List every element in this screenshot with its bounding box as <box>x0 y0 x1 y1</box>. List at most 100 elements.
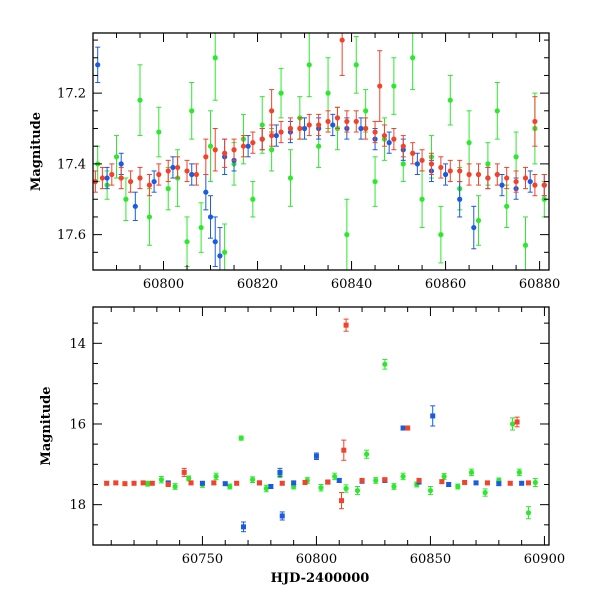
data-point <box>184 216 190 267</box>
data-point <box>381 124 388 147</box>
data-point <box>391 128 397 151</box>
data-point <box>277 467 283 477</box>
data-point <box>400 135 406 158</box>
x-tick-label: 60850 <box>410 552 451 567</box>
data-point <box>507 480 513 486</box>
data-point <box>212 216 218 267</box>
y-axis-label: Magnitude <box>29 112 44 191</box>
x-tick-label: 60820 <box>237 277 278 292</box>
data-point <box>287 149 294 207</box>
data-point <box>301 117 308 140</box>
data-point <box>447 74 453 126</box>
data-point <box>496 481 502 487</box>
data-point <box>245 135 251 158</box>
data-point <box>475 163 482 186</box>
data-point <box>525 480 531 486</box>
data-point <box>377 50 383 122</box>
y-tick-label: 18 <box>69 498 86 513</box>
data-point <box>151 170 157 193</box>
data-point <box>156 106 162 158</box>
data-point <box>250 131 256 154</box>
data-point <box>419 170 425 229</box>
data-point <box>341 439 347 461</box>
data-point <box>203 138 209 175</box>
x-tick-label: 60840 <box>331 277 372 292</box>
data-point <box>364 449 370 459</box>
data-point <box>430 405 436 427</box>
data-point <box>250 476 256 483</box>
data-point <box>137 64 143 137</box>
data-point <box>128 170 134 193</box>
series-green <box>145 358 538 520</box>
data-point <box>146 173 153 197</box>
data-point <box>238 435 244 441</box>
data-point <box>165 159 171 183</box>
data-point <box>339 492 345 510</box>
x-tick-label: 60750 <box>182 552 223 567</box>
data-point <box>382 477 388 483</box>
data-point <box>336 477 342 483</box>
data-point <box>485 166 491 190</box>
x-axis-label: HJD-2400000 <box>271 571 370 586</box>
data-point <box>278 120 284 144</box>
series-blue <box>95 46 547 270</box>
data-point <box>95 46 101 84</box>
data-point <box>339 33 345 76</box>
data-point <box>359 477 365 483</box>
data-point <box>330 113 336 137</box>
data-point <box>525 506 532 520</box>
data-point <box>410 142 416 165</box>
data-point <box>522 166 529 190</box>
data-point <box>131 480 137 486</box>
data-point <box>343 318 349 332</box>
y-tick-label: 17.6 <box>57 228 86 243</box>
x-tick-label: 60900 <box>524 552 565 567</box>
data-point <box>234 480 240 486</box>
data-point <box>494 82 500 140</box>
data-point <box>441 473 447 480</box>
data-point <box>302 479 308 485</box>
data-point <box>391 57 397 115</box>
data-point <box>188 480 194 486</box>
data-point <box>256 480 262 486</box>
data-point <box>446 481 452 488</box>
data-point <box>279 480 285 486</box>
data-point <box>306 33 312 98</box>
data-point <box>193 163 200 186</box>
data-point <box>438 156 444 179</box>
data-point <box>217 227 223 270</box>
data-point <box>391 483 397 490</box>
data-point <box>123 177 129 221</box>
data-point <box>278 67 284 119</box>
data-point <box>240 521 246 533</box>
data-point <box>137 166 143 190</box>
data-point <box>494 163 500 186</box>
data-point <box>400 425 406 431</box>
data-point <box>222 223 228 270</box>
data-point <box>156 163 162 186</box>
data-point <box>149 480 155 486</box>
data-point <box>213 472 219 481</box>
data-point <box>186 475 192 482</box>
data-point <box>172 483 178 490</box>
data-point <box>189 82 195 140</box>
data-point <box>118 166 124 190</box>
data-point <box>386 131 392 154</box>
data-point <box>211 480 217 486</box>
data-point <box>268 483 274 490</box>
data-point <box>372 156 378 207</box>
data-point <box>287 117 294 140</box>
data-point <box>373 477 379 484</box>
data-point <box>175 156 181 179</box>
data-point <box>212 33 218 101</box>
data-point <box>353 110 359 133</box>
data-point <box>439 479 445 485</box>
data-point <box>259 128 265 151</box>
data-point <box>428 152 435 175</box>
data-point <box>316 113 322 137</box>
data-point <box>104 166 110 190</box>
data-point <box>279 511 285 521</box>
data-point <box>532 96 538 147</box>
data-point <box>306 113 312 137</box>
